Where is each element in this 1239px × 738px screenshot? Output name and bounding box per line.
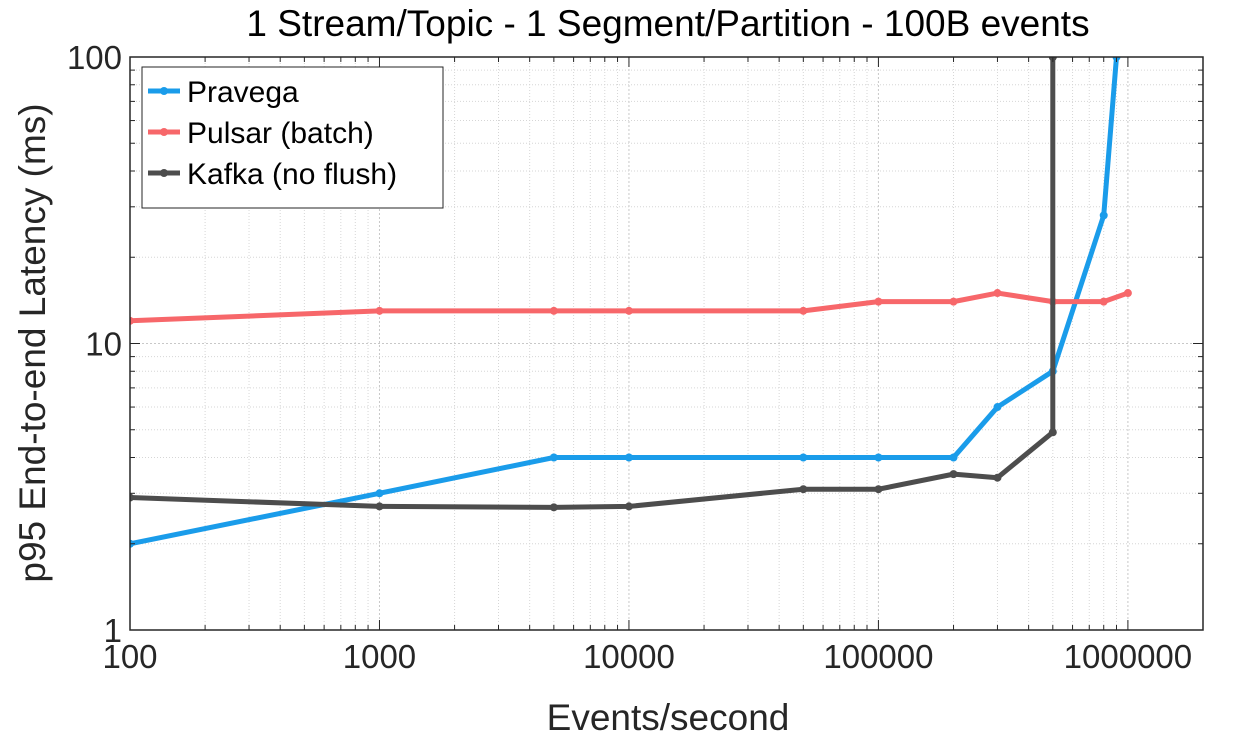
legend-label-kafka-no-flush: Kafka (no flush) (187, 158, 397, 191)
y-tick-label: 100 (67, 39, 122, 76)
x-tick-label: 100 (102, 638, 157, 675)
legend-label-pravega: Pravega (187, 76, 299, 109)
data-point-pulsar-batch (1099, 297, 1108, 306)
x-axis-label: Events/second (547, 697, 790, 738)
data-point-pulsar-batch (130, 316, 134, 325)
data-point-pravega (993, 403, 1002, 412)
data-point-pulsar-batch (1123, 289, 1132, 298)
legend-label-pulsar-batch: Pulsar (batch) (187, 117, 374, 150)
data-point-pravega (874, 453, 883, 462)
data-point-pulsar-batch (799, 306, 808, 315)
x-tick-label: 10000 (583, 638, 675, 675)
data-point-kafka-no-flush (949, 470, 958, 479)
x-tick-label: 100000 (823, 638, 933, 675)
x-tick-label: 1000000 (1064, 638, 1192, 675)
data-point-pravega (799, 453, 808, 462)
data-point-pulsar-batch (993, 289, 1002, 298)
series-lines (130, 57, 1132, 548)
series-line-kafka-no-flush (130, 57, 1056, 510)
data-point-pulsar-batch (375, 306, 384, 315)
data-point-kafka-no-flush (993, 473, 1002, 482)
data-point-kafka-no-flush (130, 493, 134, 502)
y-tick-label: 10 (85, 326, 122, 363)
data-point-pravega (624, 453, 633, 462)
y-axis-label: p95 End-to-end Latency (ms) (12, 103, 53, 582)
legend-box (141, 66, 444, 209)
data-point-kafka-no-flush (624, 502, 633, 511)
legend-marker-pravega (160, 87, 168, 95)
x-tick-label: 1000 (343, 638, 416, 675)
axis-ticks: 100 1000 10000 100000 1000000 1 10 100 (67, 39, 1204, 675)
data-point-pulsar-batch (549, 306, 558, 315)
data-point-kafka-no-flush (375, 502, 384, 511)
data-point-pulsar-batch (624, 306, 633, 315)
legend-marker-pulsar-batch (160, 128, 168, 136)
data-point-kafka-no-flush (874, 485, 883, 494)
data-point-pravega (949, 453, 958, 462)
y-tick-label: 1 (104, 612, 122, 649)
data-point-pravega (1099, 211, 1108, 220)
data-point-kafka-no-flush (1048, 428, 1057, 437)
data-point-pulsar-batch (874, 297, 883, 306)
data-point-pravega (549, 453, 558, 462)
data-point-kafka-no-flush (549, 503, 558, 512)
legend: Pravega Pulsar (batch) Kafka (no flush) (141, 66, 444, 209)
data-point-pravega (375, 489, 384, 498)
legend-marker-kafka-no-flush (160, 169, 168, 177)
data-point-kafka-no-flush (799, 485, 808, 494)
data-point-pulsar-batch (949, 297, 958, 306)
chart-title: 1 Stream/Topic - 1 Segment/Partition - 1… (246, 3, 1089, 44)
